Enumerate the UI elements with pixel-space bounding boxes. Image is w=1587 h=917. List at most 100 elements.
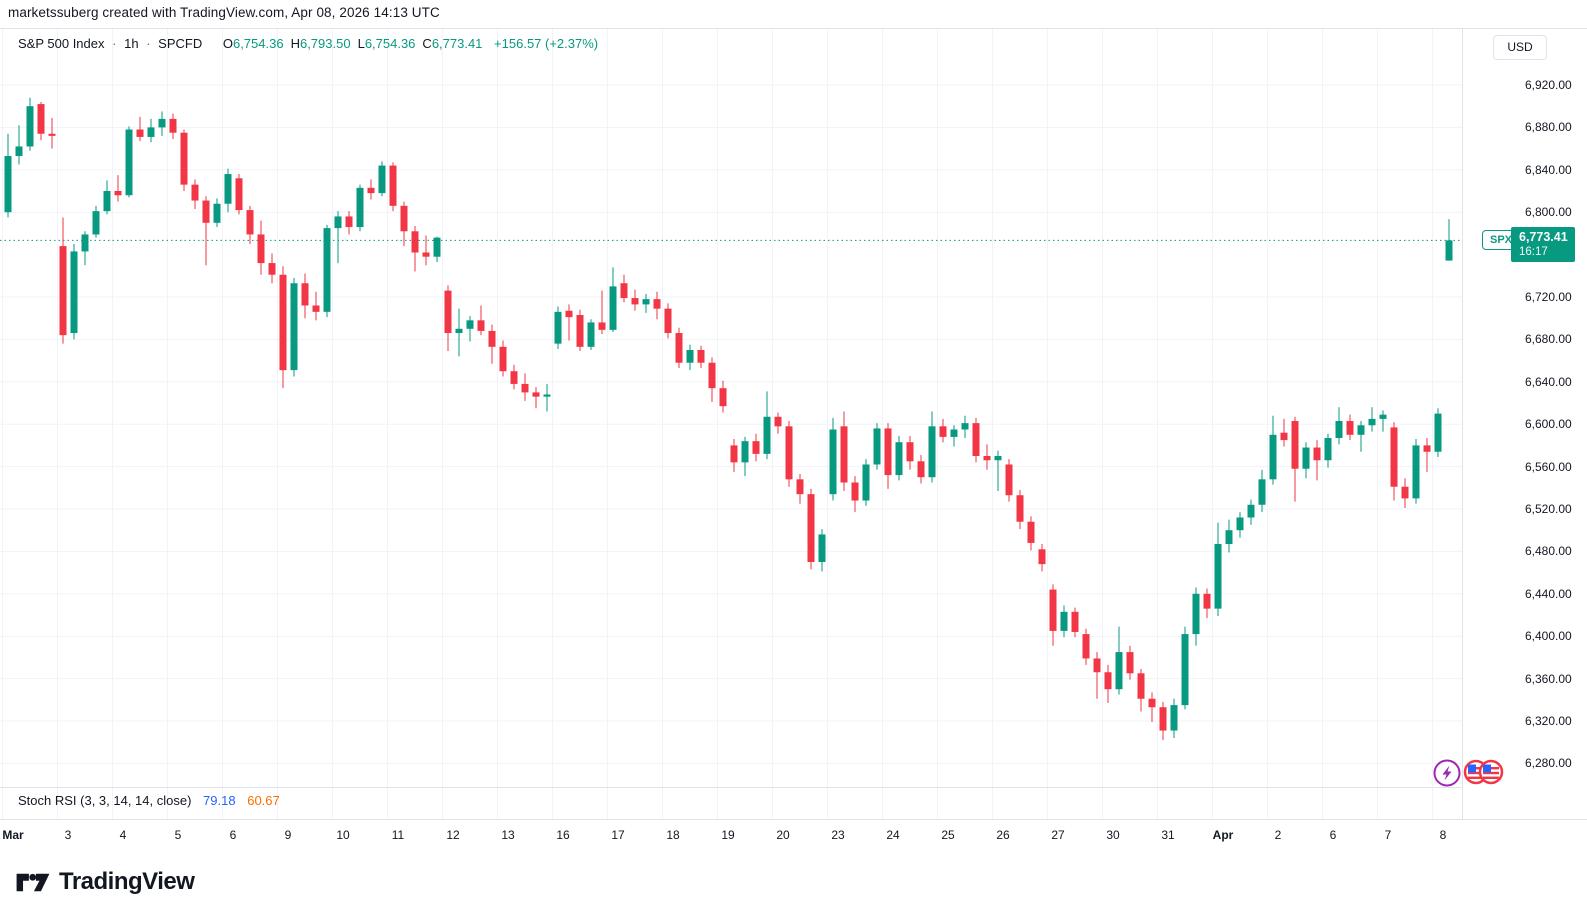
candlestick-chart[interactable]: [0, 29, 1462, 819]
candle[interactable]: [708, 357, 716, 402]
candle[interactable]: [917, 454, 925, 484]
candle[interactable]: [983, 444, 991, 470]
candle[interactable]: [1027, 516, 1035, 551]
candle[interactable]: [15, 125, 23, 165]
candle[interactable]: [235, 174, 243, 215]
candle[interactable]: [1434, 408, 1442, 458]
candle[interactable]: [356, 184, 364, 232]
candle[interactable]: [664, 303, 672, 339]
candle[interactable]: [4, 133, 12, 218]
candle[interactable]: [422, 235, 430, 266]
date-axis[interactable]: Mar 3 4 5 6 9 10 11 12 13 16 17 18 19 20 23 24 25 26 27 30 31…: [0, 819, 1587, 851]
candle[interactable]: [994, 450, 1002, 491]
candle[interactable]: [1269, 415, 1277, 485]
candle[interactable]: [884, 423, 892, 489]
candle[interactable]: [323, 224, 331, 318]
candle[interactable]: [1038, 543, 1046, 572]
candle[interactable]: [1412, 439, 1420, 504]
candle[interactable]: [37, 101, 45, 141]
candle[interactable]: [301, 273, 309, 319]
us-flags-icon[interactable]: [1463, 759, 1504, 785]
currency-button[interactable]: USD: [1493, 35, 1547, 60]
candle[interactable]: [1093, 652, 1101, 699]
candle[interactable]: [125, 126, 133, 198]
candle[interactable]: [1115, 626, 1123, 695]
candle[interactable]: [763, 391, 771, 460]
candle[interactable]: [1148, 692, 1156, 723]
candle[interactable]: [488, 324, 496, 364]
candle[interactable]: [477, 305, 485, 336]
candle[interactable]: [59, 217, 67, 344]
candle[interactable]: [1016, 489, 1024, 530]
candle[interactable]: [807, 488, 815, 570]
candle[interactable]: [334, 211, 342, 264]
candle[interactable]: [609, 267, 617, 332]
candle[interactable]: [1291, 416, 1299, 502]
candle[interactable]: [543, 383, 551, 412]
candle[interactable]: [719, 380, 727, 413]
candle[interactable]: [1082, 628, 1090, 665]
symbol-title[interactable]: S&P 500 Index: [18, 36, 105, 51]
candle[interactable]: [1225, 519, 1233, 553]
candle[interactable]: [389, 162, 397, 212]
candle[interactable]: [1346, 414, 1354, 441]
candle[interactable]: [620, 274, 628, 303]
candle[interactable]: [950, 425, 958, 447]
candle[interactable]: [785, 421, 793, 487]
candle[interactable]: [510, 364, 518, 390]
candle[interactable]: [1324, 433, 1332, 468]
candle[interactable]: [862, 459, 870, 506]
indicator-title[interactable]: Stoch RSI (3, 3, 14, 14, close): [18, 793, 192, 808]
indicator-legend[interactable]: Stoch RSI (3, 3, 14, 14, close) 79.18 60…: [18, 793, 280, 808]
candle[interactable]: [961, 415, 969, 438]
candle[interactable]: [367, 179, 375, 200]
candle[interactable]: [1192, 587, 1200, 646]
symbol-legend[interactable]: S&P 500 Index · 1h · SPCFD O6,754.36 H6,7…: [18, 36, 598, 51]
candle[interactable]: [1313, 440, 1321, 481]
candle[interactable]: [213, 198, 221, 228]
candle[interactable]: [851, 476, 859, 513]
candle[interactable]: [1137, 669, 1145, 712]
candle[interactable]: [1335, 407, 1343, 445]
tradingview-logo[interactable]: TradingView: [16, 868, 195, 896]
candle[interactable]: [499, 340, 507, 377]
pane-divider[interactable]: [0, 787, 1462, 788]
price-axis[interactable]: USD 6,920.00 6,880.00 6,840.00 6,800.00 6,72…: [1462, 29, 1587, 851]
candle[interactable]: [1379, 410, 1387, 432]
candle[interactable]: [257, 220, 265, 275]
candle[interactable]: [1280, 418, 1288, 447]
candle[interactable]: [521, 373, 529, 401]
candle[interactable]: [1049, 584, 1057, 646]
candle[interactable]: [1357, 421, 1365, 452]
candle[interactable]: [1390, 422, 1398, 501]
candle[interactable]: [587, 319, 595, 350]
candle[interactable]: [147, 118, 155, 143]
candle[interactable]: [92, 205, 100, 238]
candle[interactable]: [103, 180, 111, 215]
candle[interactable]: [1401, 478, 1409, 508]
candle[interactable]: [1423, 437, 1431, 472]
exchange-label[interactable]: SPCFD: [158, 36, 203, 51]
candle[interactable]: [224, 168, 232, 213]
candle[interactable]: [554, 306, 562, 349]
candle[interactable]: [1203, 588, 1211, 619]
candle[interactable]: [1236, 512, 1244, 538]
candle[interactable]: [411, 225, 419, 272]
candle[interactable]: [1005, 459, 1013, 502]
candle[interactable]: [169, 113, 177, 140]
candle[interactable]: [1170, 698, 1178, 738]
candle[interactable]: [774, 412, 782, 434]
candle[interactable]: [70, 244, 78, 340]
candle[interactable]: [400, 201, 408, 247]
candle[interactable]: [928, 411, 936, 483]
candle[interactable]: [895, 435, 903, 481]
candle[interactable]: [906, 435, 914, 470]
candle[interactable]: [345, 211, 353, 235]
candle[interactable]: [675, 327, 683, 369]
candle[interactable]: [312, 291, 320, 321]
candle[interactable]: [466, 316, 474, 342]
candle[interactable]: [1060, 605, 1068, 638]
candle[interactable]: [246, 205, 254, 244]
candle[interactable]: [631, 289, 639, 311]
candle[interactable]: [1368, 407, 1376, 432]
